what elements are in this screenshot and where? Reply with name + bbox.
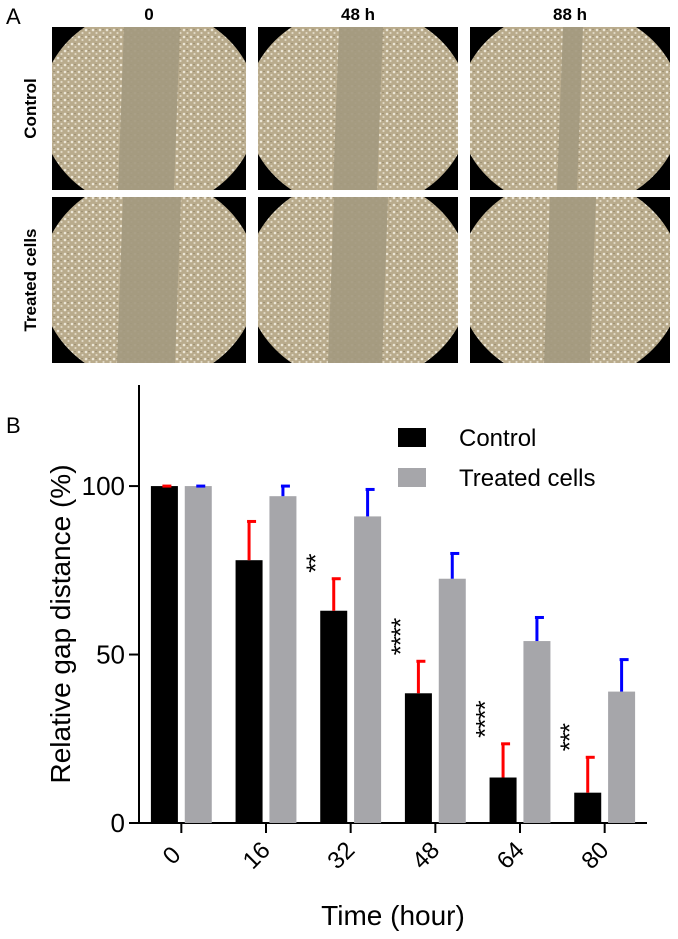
x-tick-label: 16: [238, 837, 276, 875]
bar: [235, 560, 263, 823]
scratch-gap: [544, 197, 596, 363]
bar: [320, 610, 348, 823]
scratch-gap: [118, 27, 180, 190]
legend-swatch: [398, 468, 426, 487]
bar: [150, 486, 178, 823]
error-bar: [365, 487, 375, 517]
bar: [354, 516, 382, 823]
error-bar: [416, 659, 426, 694]
scratch-gap: [328, 197, 388, 363]
column-header: 88 h: [553, 5, 587, 24]
significance: ***: [555, 723, 585, 751]
y-tick-label: 0: [111, 808, 125, 838]
scratch-gap: [333, 27, 383, 190]
error-bar: [331, 577, 341, 611]
x-tick-label: 32: [322, 837, 360, 875]
legend-label: Control: [459, 425, 536, 452]
panel-label: B: [6, 413, 21, 438]
row-label: Treated cells: [21, 228, 40, 331]
column-header: 0: [144, 5, 153, 24]
y-tick-label: 50: [96, 640, 125, 670]
row-label: Control: [21, 78, 40, 138]
bar: [489, 777, 517, 823]
column-header: 48 h: [341, 5, 375, 24]
y-axis-label: Relative gap distance (%): [45, 464, 76, 783]
x-tick-label: 64: [492, 837, 530, 875]
x-tick-label: 80: [576, 837, 614, 875]
y-tick-label: 100: [82, 471, 125, 501]
legend-label: Treated cells: [459, 465, 596, 492]
error-bar: [450, 551, 460, 579]
bar: [574, 792, 602, 823]
error-bar: [619, 658, 629, 692]
bar: [269, 496, 297, 823]
significance: **: [301, 554, 331, 573]
x-tick-label: 48: [407, 837, 445, 875]
error-bar: [247, 519, 257, 561]
x-tick-label: 0: [158, 841, 187, 870]
significance: ****: [470, 700, 500, 737]
significance: ****: [385, 618, 415, 655]
panel-label: A: [6, 4, 21, 29]
micrograph: [258, 197, 458, 363]
scratch-gap: [117, 197, 181, 363]
bar: [404, 693, 432, 823]
x-axis-label: Time (hour): [321, 900, 465, 931]
legend-swatch: [398, 428, 426, 447]
scratch-gap: [557, 27, 583, 190]
bar: [438, 578, 466, 823]
micrograph: [470, 197, 670, 363]
bar: [608, 691, 636, 823]
error-bar: [585, 755, 595, 793]
micrograph: [470, 27, 670, 190]
micrograph: [52, 197, 246, 363]
bar: [523, 641, 551, 823]
error-bar: [280, 484, 290, 497]
error-bar: [534, 615, 544, 642]
error-bar: [501, 742, 511, 778]
bar: [184, 486, 212, 823]
micrograph: [258, 27, 458, 190]
micrograph: [52, 27, 246, 190]
